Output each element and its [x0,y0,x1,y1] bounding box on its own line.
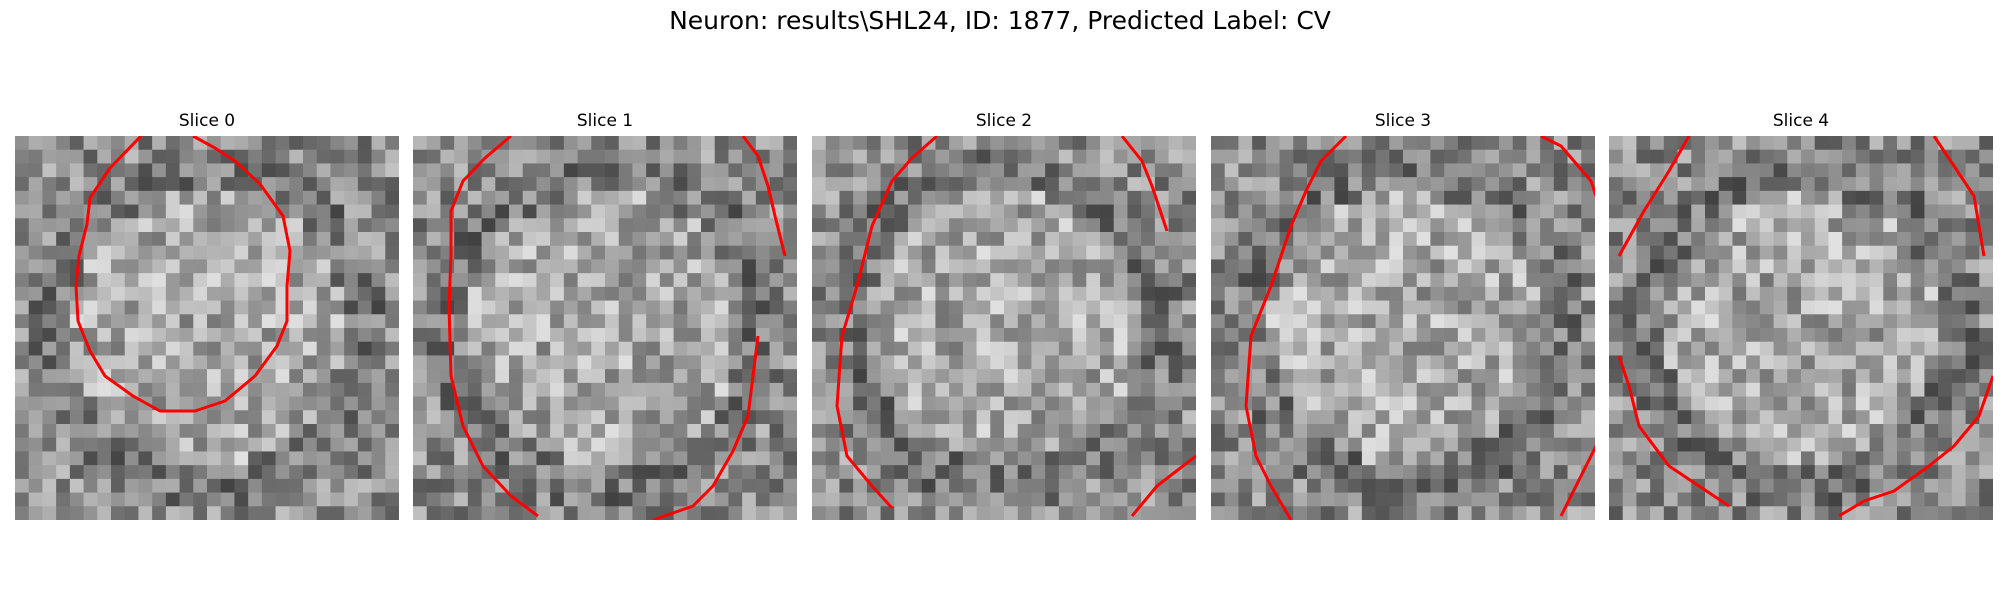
contour-line [835,136,1196,517]
slice-image [15,136,399,520]
slice-panel-0: Slice 0 [15,108,399,520]
slice-panel-4: Slice 4 [1609,108,1993,520]
contour-line [1617,136,1993,518]
slice-title: Slice 1 [576,111,634,131]
slice-title: Slice 2 [975,111,1033,131]
slice-panel-2: Slice 2 [812,108,1196,520]
slice-panel-3: Slice 3 [1211,108,1595,520]
slice-title: Slice 4 [1772,111,1830,131]
slice-title: Slice 0 [178,111,236,131]
slice-panel-1: Slice 1 [413,108,797,520]
contour-line [74,136,292,413]
slice-image [413,136,797,520]
contour-line [447,136,787,520]
slice-title: Slice 3 [1374,111,1432,131]
slice-image [1609,136,1993,520]
contour-line [1244,136,1595,520]
figure-title: Neuron: results\SHL24, ID: 1877, Predict… [669,6,1331,35]
slice-image [812,136,1196,520]
slice-image [1211,136,1595,520]
